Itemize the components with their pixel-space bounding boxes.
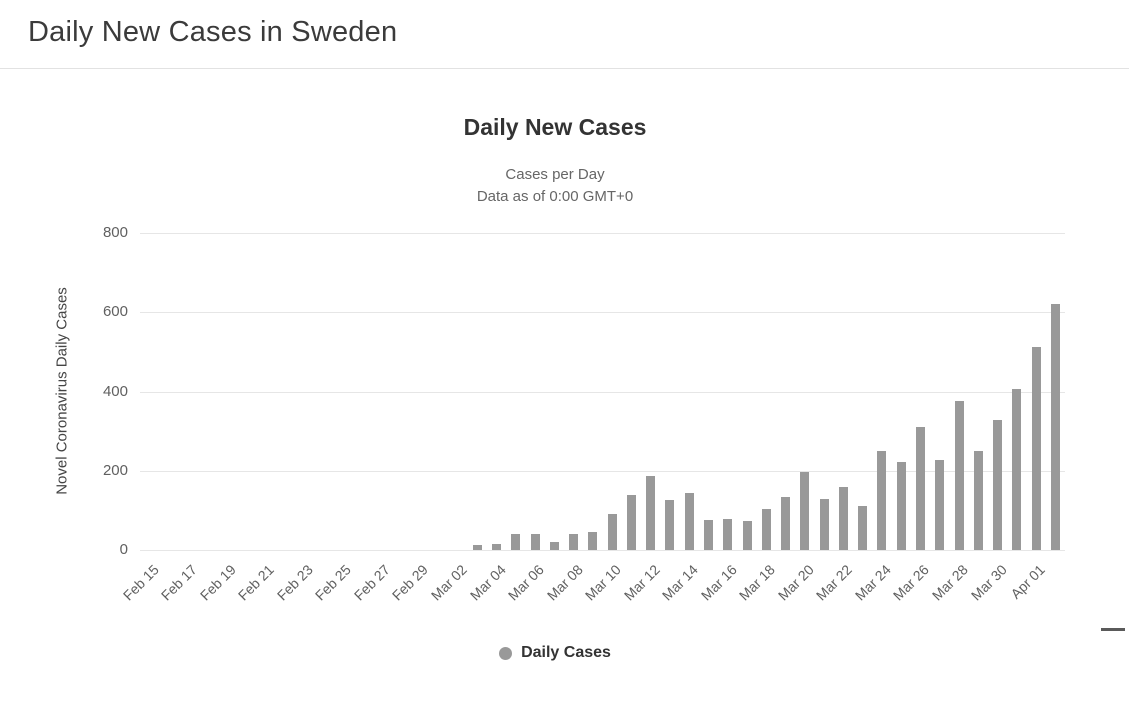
gridline <box>140 391 1065 393</box>
bar-mar-23[interactable] <box>858 506 868 550</box>
y-tick-label: 200 <box>102 461 128 479</box>
bar-mar-28[interactable] <box>954 401 964 550</box>
bar-mar-03[interactable] <box>472 545 482 550</box>
y-tick-label: 400 <box>102 382 128 400</box>
header-divider <box>0 68 1129 69</box>
bar-mar-08[interactable] <box>569 534 579 550</box>
bar-mar-11[interactable] <box>626 494 636 550</box>
bar-mar-25[interactable] <box>896 462 906 550</box>
bar-mar-10[interactable] <box>607 514 617 550</box>
bars <box>140 233 1065 550</box>
bar-mar-12[interactable] <box>646 476 656 550</box>
y-tick-label: 600 <box>102 303 128 321</box>
bar-mar-21[interactable] <box>819 498 829 550</box>
bar-mar-17[interactable] <box>742 521 752 550</box>
bar-mar-06[interactable] <box>530 534 540 550</box>
bar-mar-19[interactable] <box>781 496 791 550</box>
bar-mar-05[interactable] <box>511 534 521 550</box>
y-tick-label: 800 <box>102 224 128 241</box>
gridline <box>140 470 1065 472</box>
x-axis-labels: Feb 15 Feb 17 Feb 19 Feb 21 Feb 23 Feb 25 Feb … <box>119 560 1065 630</box>
page-title: Daily New Cases in Sweden <box>28 16 398 48</box>
bar-mar-30[interactable] <box>993 420 1003 550</box>
bar-mar-26[interactable] <box>915 427 925 550</box>
bar-mar-20[interactable] <box>800 471 810 550</box>
chart-subtitle-line2: Data as of 0:00 GMT+0 <box>476 188 634 205</box>
bar-mar-16[interactable] <box>723 519 733 550</box>
bar-mar-18[interactable] <box>761 509 771 550</box>
bar-mar-15[interactable] <box>703 520 713 550</box>
legend-item-daily-cases[interactable]: Daily Cases <box>0 644 1110 662</box>
gridlines <box>140 233 1065 551</box>
bar-apr-02[interactable] <box>1050 304 1060 550</box>
bar-mar-24[interactable] <box>877 450 887 550</box>
bar-mar-13[interactable] <box>665 500 675 550</box>
bar-mar-07[interactable] <box>549 542 559 550</box>
y-axis-labels: 0 200 400 600 800 <box>0 224 130 558</box>
gridline <box>140 550 1065 551</box>
gridline <box>140 233 1065 234</box>
chart-title: Daily New Cases <box>463 114 647 140</box>
bar-mar-22[interactable] <box>838 486 848 550</box>
bar-apr-01[interactable] <box>1031 347 1041 550</box>
horizontal-scrollbar-thumb[interactable] <box>1101 628 1125 631</box>
legend-label: Daily Cases <box>521 644 611 661</box>
chart-subtitle-line1: Cases per Day <box>505 166 605 183</box>
y-tick-label: 0 <box>119 541 128 558</box>
plot-area <box>140 233 1065 551</box>
bar-mar-04[interactable] <box>492 544 501 550</box>
bar-mar-14[interactable] <box>684 493 694 550</box>
bar-mar-31[interactable] <box>1012 388 1022 550</box>
bar-mar-29[interactable] <box>973 450 983 550</box>
bar-mar-27[interactable] <box>935 459 945 550</box>
legend-marker-icon <box>499 646 513 660</box>
bar-mar-09[interactable] <box>588 532 598 550</box>
gridline <box>140 312 1065 314</box>
